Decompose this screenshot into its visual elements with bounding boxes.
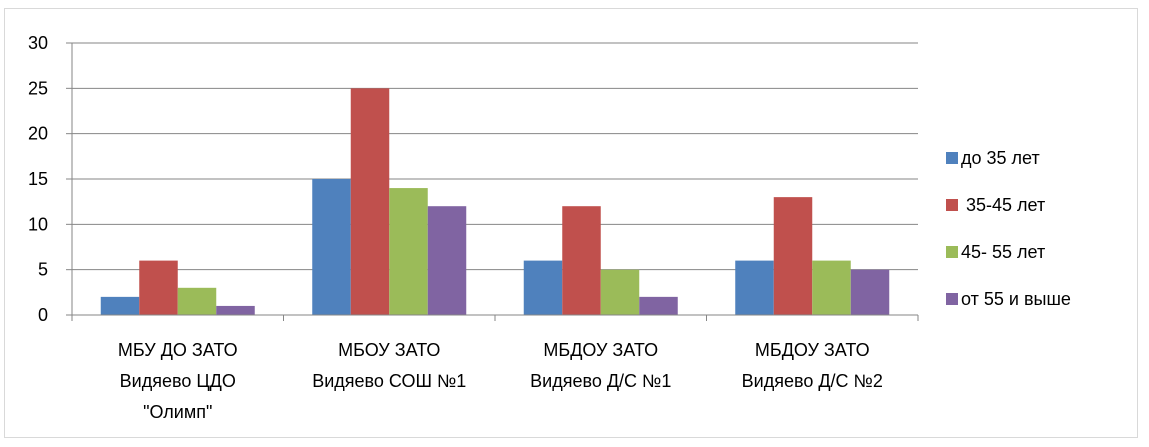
bar-series-3-cat-3 bbox=[600, 269, 640, 315]
category-label-line: Видяево Д/С №2 bbox=[742, 371, 883, 391]
category-label-line: "Олимп" bbox=[143, 402, 212, 422]
legend-label: от 55 и выше bbox=[961, 289, 1071, 309]
bar-series-4-cat-2 bbox=[427, 206, 467, 315]
bar-series-3-cat-4 bbox=[812, 260, 851, 315]
bars bbox=[100, 88, 890, 315]
legend-label: до 35 лет bbox=[961, 148, 1040, 168]
category-label-line: МБОУ ЗАТО bbox=[338, 340, 440, 360]
bar-series-3-cat-1 bbox=[177, 287, 217, 315]
bar-series-3-cat-2 bbox=[389, 188, 428, 315]
bar-series-4-cat-1 bbox=[216, 305, 255, 315]
category-label-line: МБДОУ ЗАТО bbox=[755, 340, 870, 360]
bar-series-1-cat-3 bbox=[523, 260, 563, 315]
y-tick-label: 0 bbox=[38, 305, 48, 325]
category-label: МБУ ДО ЗАТО Видяево ЦДО "Олимп" bbox=[118, 340, 238, 422]
category-label-line: Видяево ЦДО bbox=[120, 371, 236, 391]
category-label-line: МБУ ДО ЗАТО bbox=[118, 340, 238, 360]
category-label: МБОУ ЗАТО Видяево СОШ №1 bbox=[312, 340, 466, 391]
y-tick-label: 10 bbox=[28, 214, 48, 234]
legend: до 35 лет 35-45 лет 45- 55 лет от 55 и выш… bbox=[946, 148, 1071, 309]
legend-swatch bbox=[946, 152, 958, 164]
legend-label: 45- 55 лет bbox=[961, 242, 1045, 262]
legend-swatch bbox=[946, 199, 958, 211]
y-tick-label: 30 bbox=[28, 33, 48, 53]
y-tick-label: 20 bbox=[28, 124, 48, 144]
y-tick-label: 15 bbox=[28, 169, 48, 189]
bar-series-4-cat-3 bbox=[639, 296, 678, 315]
axes: 0 5 10 15 20 25 30 МБУ ДО ЗАТО Видяево ЦДО "Олимп… bbox=[28, 33, 919, 422]
bar-series-2-cat-4 bbox=[773, 197, 813, 315]
legend-label: 35-45 лет bbox=[961, 195, 1045, 215]
category-label: МБДОУ ЗАТО Видяево Д/С №2 bbox=[742, 340, 883, 391]
y-tick-label: 25 bbox=[28, 78, 48, 98]
bar-series-2-cat-1 bbox=[139, 260, 178, 315]
bar-series-1-cat-1 bbox=[100, 296, 140, 315]
legend-swatch bbox=[946, 246, 958, 258]
legend-swatch bbox=[946, 293, 958, 305]
category-label-line: Видяево Д/С №1 bbox=[530, 371, 671, 391]
bar-series-2-cat-2 bbox=[350, 88, 390, 315]
bar-series-4-cat-4 bbox=[850, 269, 890, 315]
y-tick-label: 5 bbox=[38, 260, 48, 280]
bar-series-2-cat-3 bbox=[562, 206, 601, 315]
category-label-line: Видяево СОШ №1 bbox=[312, 371, 466, 391]
category-label-line: МБДОУ ЗАТО bbox=[543, 340, 658, 360]
category-label: МБДОУ ЗАТО Видяево Д/С №1 bbox=[530, 340, 671, 391]
bar-series-1-cat-4 bbox=[735, 260, 774, 315]
bar-series-1-cat-2 bbox=[312, 179, 351, 315]
